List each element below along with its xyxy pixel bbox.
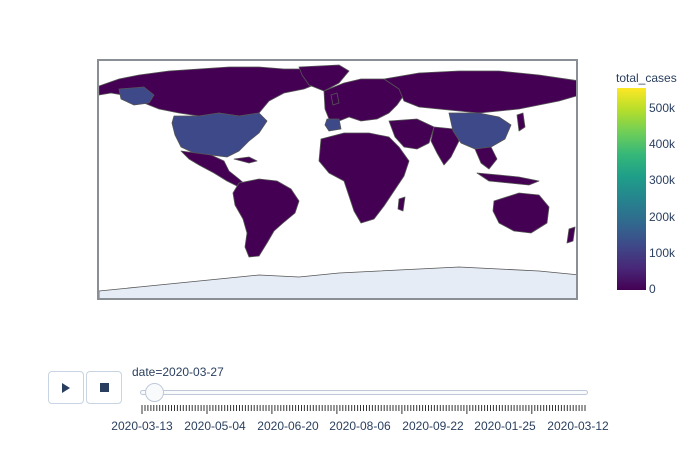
world-map — [99, 64, 576, 298]
slider-handle[interactable] — [145, 383, 164, 402]
region-china — [448, 112, 512, 150]
region-south-america — [232, 178, 300, 258]
region-middle-east — [388, 118, 435, 150]
colorbar-title: total_cases — [616, 71, 677, 85]
colorbar-tick: 300k — [649, 173, 676, 187]
play-icon — [62, 382, 70, 393]
colorbar — [617, 88, 646, 290]
region-mexico — [180, 150, 248, 188]
region-africa — [318, 132, 410, 224]
region-russia — [383, 70, 576, 114]
play-button[interactable] — [48, 371, 84, 404]
colorbar-tick: 100k — [649, 246, 676, 260]
choropleth-map[interactable] — [97, 59, 578, 300]
region-madagascar — [397, 196, 406, 212]
slider-tick-label: 2020-05-04 — [184, 419, 246, 433]
region-caribbean — [233, 156, 258, 164]
slider-tick-label: 2020-09-22 — [402, 419, 464, 433]
region-uk — [330, 92, 340, 106]
region-alaska — [118, 86, 155, 106]
slider-ticks — [141, 405, 586, 414]
region-new-zealand — [566, 226, 576, 244]
slider-current-value: date=2020-03-27 — [132, 365, 224, 379]
stop-icon — [99, 383, 109, 392]
region-united-states — [171, 112, 268, 158]
colorbar-tick: 400k — [649, 137, 676, 151]
region-greenland — [298, 64, 350, 92]
region-southeast-asia — [474, 146, 498, 170]
slider-tick-label: 2020-03-13 — [111, 419, 173, 433]
stop-button[interactable] — [86, 371, 122, 404]
slider-tick-label: 2020-08-06 — [329, 419, 391, 433]
region-indonesia — [476, 172, 540, 186]
region-australia — [492, 192, 550, 234]
slider-rail[interactable] — [140, 390, 588, 395]
region-japan — [516, 112, 526, 132]
colorbar-tick: 200k — [649, 210, 676, 224]
region-antarctica — [99, 266, 576, 298]
slider-tick-label: 2020-03-12 — [547, 419, 609, 433]
colorbar-tick: 500k — [649, 101, 676, 115]
slider-tick-label: 2020-06-20 — [257, 419, 319, 433]
colorbar-tick: 0 — [649, 282, 656, 296]
region-spain — [324, 118, 342, 132]
slider-tick-label: 2020-01-25 — [474, 419, 536, 433]
